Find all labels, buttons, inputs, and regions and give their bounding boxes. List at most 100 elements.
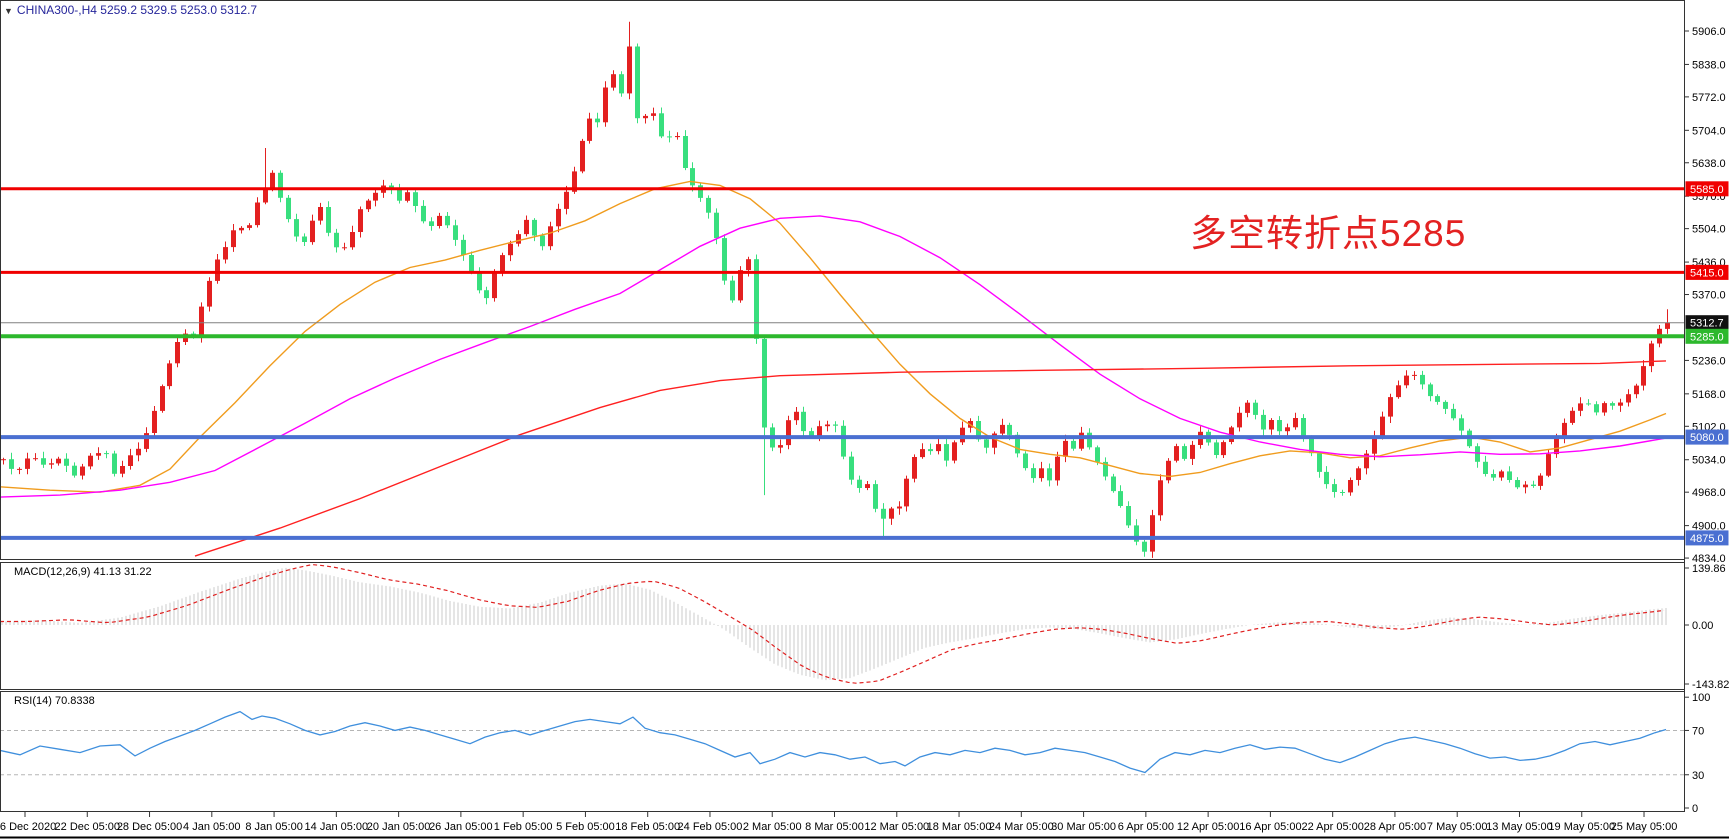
candle-body bbox=[1324, 471, 1329, 485]
candle-body bbox=[1317, 453, 1322, 472]
candle-body bbox=[152, 410, 157, 433]
candle-body bbox=[1015, 434, 1020, 454]
candle-body bbox=[207, 280, 212, 307]
candle-body bbox=[223, 247, 228, 260]
axis-tick-label: -143.82 bbox=[1692, 679, 1729, 691]
candle-body bbox=[421, 205, 426, 222]
macd-indicator-label: MACD(12,26,9) 41.13 31.22 bbox=[14, 566, 152, 578]
candle-body bbox=[722, 238, 727, 281]
candle-body bbox=[1309, 437, 1314, 454]
candle-body bbox=[762, 338, 767, 428]
candle-body bbox=[1554, 438, 1559, 455]
candle-body bbox=[833, 424, 838, 426]
candle-body bbox=[1301, 418, 1306, 438]
time-tick-label: 16 Dec 2020 bbox=[0, 821, 56, 833]
candle-body bbox=[342, 247, 347, 249]
candle-body bbox=[1665, 322, 1670, 329]
axis-tick-label: 5906.0 bbox=[1692, 26, 1726, 38]
symbol-dropdown-icon[interactable]: ▼ bbox=[4, 6, 13, 16]
candle-body bbox=[136, 448, 141, 456]
time-tick-label: 22 Apr 05:00 bbox=[1301, 821, 1363, 833]
candle-body bbox=[104, 453, 109, 455]
price-badge bbox=[1685, 264, 1729, 280]
candle-body bbox=[1, 459, 6, 461]
candle-body bbox=[1546, 454, 1551, 476]
candle-body bbox=[429, 221, 434, 226]
candle-body bbox=[659, 113, 664, 137]
candle-body bbox=[1007, 424, 1012, 435]
axis-tick-label: 100 bbox=[1692, 692, 1710, 704]
candle-body bbox=[698, 185, 703, 198]
candle-body bbox=[809, 431, 814, 437]
candle-body bbox=[1634, 385, 1639, 395]
candle-body bbox=[484, 290, 489, 299]
axis-tick-label: 30 bbox=[1692, 770, 1704, 782]
candle-body bbox=[1428, 384, 1433, 397]
price-badge-label: 5285.0 bbox=[1690, 331, 1724, 343]
candle-body bbox=[453, 225, 458, 240]
time-tick-label: 12 Mar 05:00 bbox=[864, 821, 929, 833]
candle-body bbox=[587, 118, 592, 141]
candle-body bbox=[72, 465, 77, 476]
candle-body bbox=[825, 424, 830, 427]
candle-body bbox=[936, 444, 941, 452]
candle-body bbox=[1531, 484, 1536, 486]
candle-body bbox=[564, 191, 569, 209]
axis-tick-label: 5838.0 bbox=[1692, 59, 1726, 71]
candle-body bbox=[445, 215, 450, 226]
candle-body bbox=[56, 458, 61, 464]
price-badge bbox=[1685, 181, 1729, 197]
candle-body bbox=[1214, 442, 1219, 455]
candle-body bbox=[627, 46, 632, 94]
candle-body bbox=[1618, 402, 1623, 406]
candle-body bbox=[41, 458, 46, 465]
time-tick-label: 12 Apr 05:00 bbox=[1177, 821, 1239, 833]
axis-tick-label: 5370.0 bbox=[1692, 290, 1726, 302]
candle-body bbox=[944, 444, 949, 461]
axis-tick-label: 5034.0 bbox=[1692, 455, 1726, 467]
candle-body bbox=[263, 188, 268, 203]
symbol-quote-header: ▼ CHINA300-,H4 5259.2 5329.5 5253.0 5312.… bbox=[4, 3, 257, 17]
candle-body bbox=[1404, 375, 1409, 386]
axis-tick-label: 4968.0 bbox=[1692, 487, 1726, 499]
candle-body bbox=[746, 259, 751, 271]
candle-body bbox=[548, 226, 553, 247]
time-tick-label: 2 Mar 05:00 bbox=[743, 821, 802, 833]
rsi-line bbox=[0, 710, 1667, 774]
candle-body bbox=[881, 508, 886, 519]
candle-body bbox=[801, 411, 806, 432]
candle-body bbox=[350, 232, 355, 248]
ma-slow-red bbox=[194, 360, 1667, 557]
candle-body bbox=[1071, 440, 1076, 449]
candle-body bbox=[1388, 397, 1393, 417]
candle-body bbox=[1641, 366, 1646, 386]
candle-body bbox=[389, 185, 394, 189]
candle-body bbox=[1538, 475, 1543, 486]
candle-body bbox=[1142, 541, 1147, 552]
candle-body bbox=[1166, 460, 1171, 481]
candle-body bbox=[1126, 506, 1131, 526]
candle-body bbox=[397, 188, 402, 201]
axis-tick-label: 139.86 bbox=[1692, 563, 1726, 575]
candle-body bbox=[992, 433, 997, 448]
symbol-quote-text: CHINA300-,H4 5259.2 5329.5 5253.0 5312.7 bbox=[16, 3, 258, 17]
axis-tick-label: 5236.0 bbox=[1692, 355, 1726, 367]
candle-body bbox=[358, 209, 363, 232]
candle-body bbox=[1158, 480, 1163, 516]
time-tick-label: 19 May 05:00 bbox=[1548, 821, 1615, 833]
candle-body bbox=[247, 225, 252, 228]
candle-body bbox=[167, 363, 172, 387]
time-tick-label: 20 Jan 05:00 bbox=[367, 821, 431, 833]
candle-body bbox=[326, 207, 331, 233]
candle-body bbox=[572, 171, 577, 192]
candle-body bbox=[405, 192, 410, 201]
candle-body bbox=[120, 466, 125, 474]
candle-body bbox=[912, 457, 917, 479]
candle-body bbox=[1261, 414, 1266, 430]
time-tick-label: 28 Apr 05:00 bbox=[1364, 821, 1426, 833]
candle-body bbox=[1586, 403, 1591, 405]
price-badge-label: 5415.0 bbox=[1690, 267, 1724, 279]
candle-body bbox=[524, 219, 529, 235]
